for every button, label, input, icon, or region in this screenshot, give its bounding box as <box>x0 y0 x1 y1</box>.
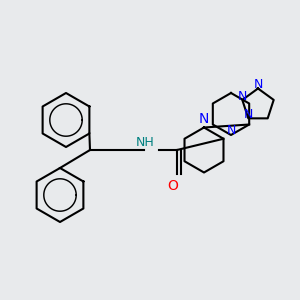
Text: N: N <box>244 108 253 121</box>
Text: O: O <box>167 178 178 193</box>
Text: N: N <box>199 112 209 126</box>
Text: N: N <box>226 124 236 136</box>
Text: N: N <box>238 90 247 103</box>
Text: N: N <box>253 79 263 92</box>
Text: NH: NH <box>136 136 155 148</box>
